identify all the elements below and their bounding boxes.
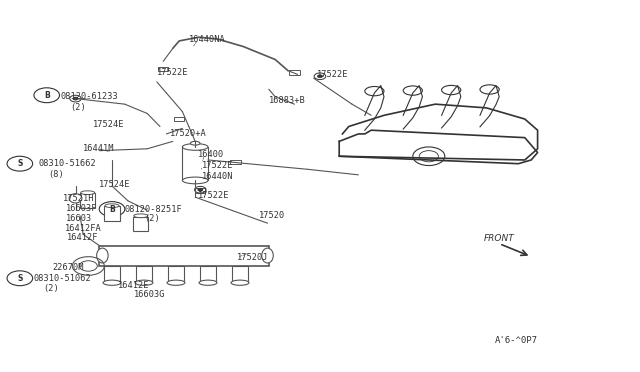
Bar (133, 217, 148, 231)
Bar (99, 246, 269, 266)
Ellipse shape (365, 87, 384, 96)
Bar (136, 266, 152, 281)
Ellipse shape (81, 191, 95, 195)
Bar (168, 266, 184, 281)
Text: 17522E: 17522E (157, 68, 188, 77)
Ellipse shape (103, 280, 121, 285)
Text: (2): (2) (70, 103, 86, 112)
Bar (174, 117, 184, 121)
Text: (2): (2) (43, 284, 59, 293)
Text: 16412E: 16412E (118, 281, 150, 290)
Text: 17521H: 17521H (63, 194, 94, 203)
Text: 08310-51062: 08310-51062 (33, 274, 91, 283)
Bar (104, 266, 120, 281)
Text: 16603: 16603 (66, 214, 92, 223)
Text: 17524E: 17524E (93, 120, 124, 129)
Text: B: B (109, 205, 115, 214)
Circle shape (198, 188, 203, 191)
Ellipse shape (480, 85, 499, 94)
Ellipse shape (442, 86, 461, 95)
Text: 17524E: 17524E (99, 180, 131, 189)
Text: 17520: 17520 (259, 211, 285, 220)
Bar (230, 160, 241, 164)
Polygon shape (339, 104, 538, 160)
Bar (80, 193, 95, 208)
Polygon shape (339, 130, 538, 164)
Ellipse shape (105, 204, 119, 208)
Text: 17522E: 17522E (317, 70, 348, 79)
Text: (2): (2) (144, 214, 160, 223)
Text: 08120-8251F: 08120-8251F (125, 205, 182, 214)
Text: FRONT: FRONT (484, 234, 515, 243)
Text: 17520J: 17520J (237, 253, 268, 262)
Text: 08120-61233: 08120-61233 (61, 92, 118, 101)
Bar (289, 70, 300, 75)
Bar (158, 67, 168, 71)
Text: 22670M: 22670M (52, 263, 84, 272)
Circle shape (73, 97, 78, 100)
Text: 16440NA: 16440NA (189, 35, 225, 44)
Bar (232, 266, 248, 281)
Ellipse shape (97, 248, 108, 263)
Ellipse shape (262, 248, 273, 263)
Ellipse shape (182, 177, 208, 184)
Ellipse shape (167, 280, 185, 285)
Bar (104, 206, 120, 221)
Ellipse shape (134, 214, 148, 218)
Text: 16440N: 16440N (202, 172, 233, 181)
Circle shape (109, 211, 115, 214)
Ellipse shape (199, 280, 217, 285)
Ellipse shape (403, 86, 422, 95)
Text: (8): (8) (48, 170, 64, 179)
Text: A'6-^0P7: A'6-^0P7 (495, 336, 538, 345)
Text: 17522E: 17522E (198, 191, 230, 200)
Ellipse shape (135, 280, 153, 285)
Text: 16412FA: 16412FA (65, 224, 102, 233)
Text: 17520+A: 17520+A (170, 129, 206, 138)
Text: 16883+B: 16883+B (269, 96, 305, 105)
Text: B: B (44, 91, 49, 100)
Ellipse shape (182, 144, 208, 150)
Bar (195, 188, 205, 193)
Text: S: S (17, 159, 22, 168)
Text: 17522E: 17522E (202, 161, 233, 170)
Text: 16603G: 16603G (134, 290, 166, 299)
Ellipse shape (231, 280, 249, 285)
Bar (200, 266, 216, 281)
Text: 16400: 16400 (198, 150, 225, 159)
Text: 16412F: 16412F (67, 233, 99, 242)
Ellipse shape (69, 193, 82, 203)
Text: S: S (17, 274, 22, 283)
Text: 16603F: 16603F (66, 204, 97, 213)
Ellipse shape (191, 141, 200, 145)
Circle shape (317, 75, 323, 78)
Text: 16441M: 16441M (83, 144, 115, 153)
Text: 08310-51662: 08310-51662 (38, 159, 96, 168)
